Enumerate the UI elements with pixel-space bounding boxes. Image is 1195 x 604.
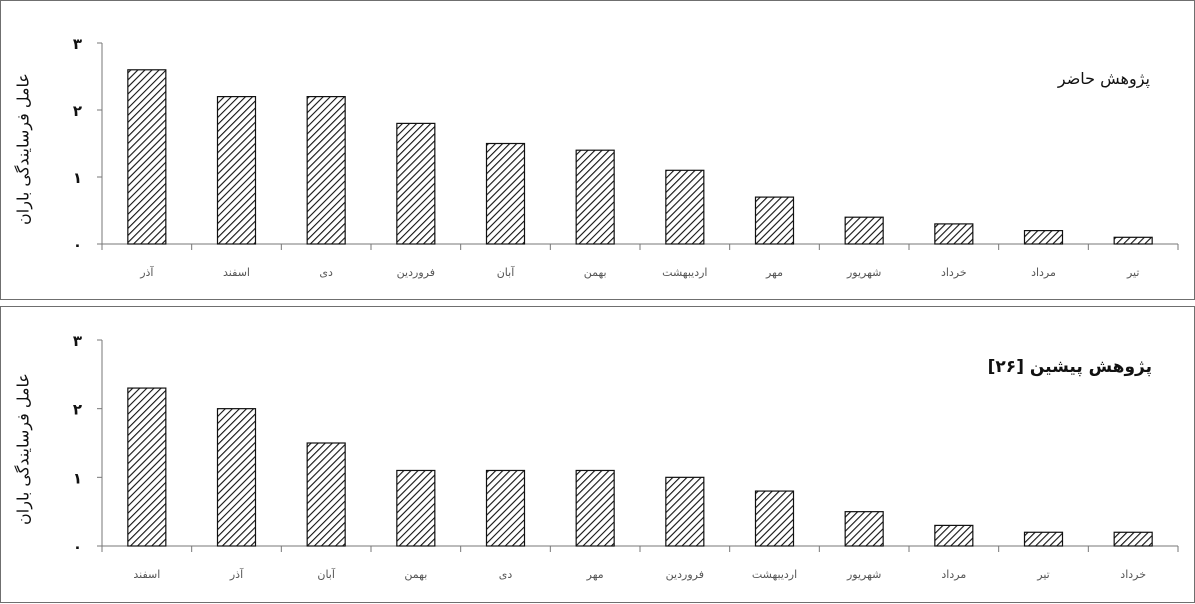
y-tick-label: ۳	[73, 35, 82, 53]
x-tick-label: اسفند	[133, 568, 160, 581]
x-tick-label: مرداد	[941, 568, 966, 581]
x-tick-label: شهریور	[846, 266, 881, 279]
y-tick-label: ۱	[73, 469, 82, 487]
bar	[127, 387, 167, 547]
bar	[665, 169, 705, 245]
bar	[306, 442, 346, 547]
bar	[1023, 230, 1064, 245]
bar	[1023, 531, 1064, 547]
bar	[127, 69, 167, 245]
bar	[485, 469, 526, 547]
bar	[934, 223, 974, 245]
x-tick-label: خرداد	[1120, 568, 1146, 581]
bar	[1113, 531, 1153, 547]
x-tick-label: دی	[319, 266, 333, 279]
x-tick-label: دی	[499, 568, 513, 581]
x-tick-label: تیر	[1126, 266, 1139, 279]
bar	[485, 142, 526, 245]
x-tick-label: اردیبهشت	[662, 266, 707, 279]
bar	[934, 524, 974, 547]
bar	[396, 469, 436, 547]
bar	[1113, 236, 1153, 245]
x-tick-label: خرداد	[941, 266, 967, 279]
bar	[844, 216, 884, 245]
x-tick-label: بهمن	[584, 266, 607, 279]
x-tick-label: فروردین	[666, 568, 704, 581]
bar	[575, 469, 615, 547]
bar	[665, 476, 705, 547]
x-tick-label: بهمن	[404, 568, 427, 581]
x-tick-label: آذر	[139, 265, 154, 279]
x-tick-label: اردیبهشت	[752, 568, 797, 581]
x-tick-label: فروردین	[397, 266, 435, 279]
bar-chart-previous-study: ۰ ۱ ۲ ۳ اسفند آذر آبان بهمن دی مهر فروردین اردیبهشت…	[73, 332, 1179, 581]
x-tick-label: آبان	[317, 567, 335, 581]
y-tick-label: ۰	[73, 538, 82, 556]
bar	[216, 408, 257, 547]
x-tick-label: مهر	[765, 266, 783, 279]
y-tick-label: ۳	[73, 332, 82, 350]
x-tick-label: آبان	[497, 265, 515, 279]
x-tick-label: آذر	[229, 567, 244, 581]
x-tick-label: تیر	[1036, 568, 1049, 581]
x-tick-label: مهر	[586, 568, 604, 581]
y-tick-label: ۰	[73, 236, 82, 254]
y-tick-label: ۲	[73, 401, 82, 419]
chart-panel-current-study: پژوهش حاضر عامل فرسایندگی باران ۰ ۱ ۲ ۳ آذر ا…	[0, 0, 1195, 300]
x-tick-label: اسفند	[223, 266, 250, 279]
bar	[754, 196, 795, 245]
x-tick-label: شهریور	[846, 568, 881, 581]
bar	[396, 122, 436, 245]
chart-title: پژوهش پیشین [۲۶]	[987, 357, 1152, 377]
chart-title: پژوهش حاضر	[1057, 69, 1150, 88]
x-tick-label: مرداد	[1031, 266, 1056, 279]
bar-chart-current-study: ۰ ۱ ۲ ۳ آذر اسفند دی فروردین آبان بهمن اردیبهشت مهر…	[73, 35, 1179, 279]
bar	[306, 95, 346, 245]
bar	[844, 511, 884, 547]
y-tick-label: ۱	[73, 169, 82, 187]
bar	[216, 95, 257, 245]
bar	[575, 149, 615, 245]
y-tick-label: ۲	[73, 102, 82, 120]
bar	[754, 490, 795, 547]
